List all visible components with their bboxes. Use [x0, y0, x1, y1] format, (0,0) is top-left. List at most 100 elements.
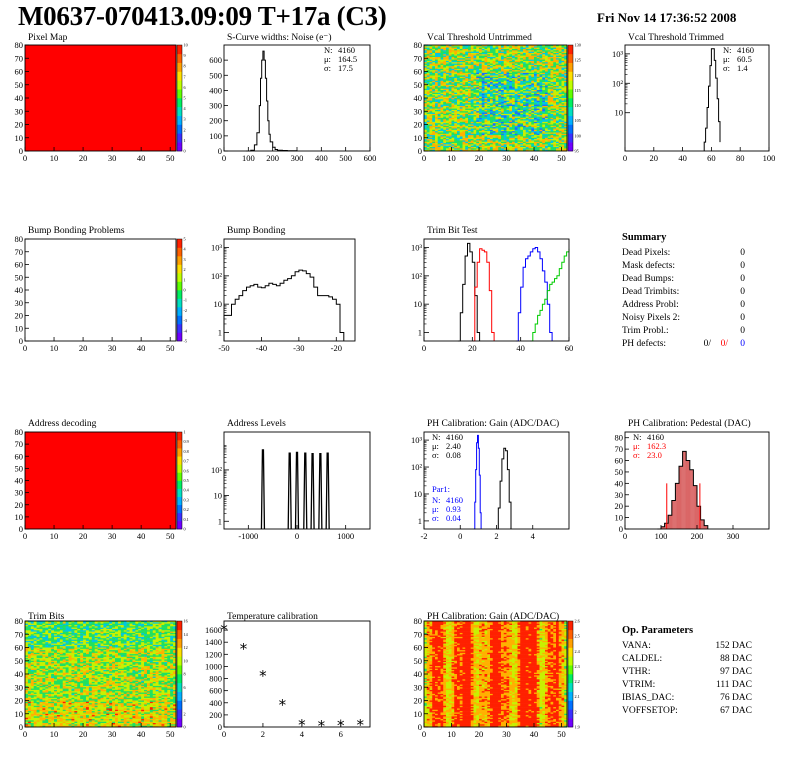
- heatmap-cell: [479, 94, 483, 96]
- heatmap-cell: [457, 46, 461, 48]
- color-scale-step: [177, 452, 182, 457]
- heatmap-cell: [454, 103, 458, 105]
- heatmap-cell: [553, 140, 557, 143]
- heatmap-cell: [465, 137, 469, 140]
- heatmap-cell: [30, 635, 35, 638]
- heatmap-cell: [470, 68, 474, 71]
- heatmap-cell: [429, 119, 433, 121]
- heatmap-cell: [498, 135, 502, 137]
- heatmap-cell: [528, 86, 532, 88]
- heatmap-cell: [517, 75, 521, 78]
- heatmap-cell: [547, 109, 551, 112]
- heatmap-cell: [470, 148, 474, 150]
- stat-label: σ:: [723, 63, 730, 73]
- heatmap-cell: [539, 68, 543, 71]
- heatmap-cell: [517, 104, 521, 107]
- heatmap-cell: [503, 112, 507, 115]
- color-scale-step: [177, 45, 182, 50]
- heatmap-cell: [487, 131, 491, 133]
- heatmap-cell: [435, 50, 439, 52]
- heatmap-cell: [534, 111, 538, 113]
- heatmap-cell: [473, 107, 477, 109]
- heatmap-cell: [501, 48, 505, 51]
- heatmap-cell: [426, 94, 430, 96]
- heatmap-cell: [498, 45, 502, 47]
- heatmap-cell: [528, 59, 532, 62]
- color-scale-step: [177, 243, 182, 248]
- color-scale-label: 0.1: [184, 517, 189, 522]
- heatmap-cell: [459, 127, 463, 129]
- heatmap-cell: [451, 144, 455, 146]
- heatmap-cell: [465, 149, 469, 152]
- heatmap-cell: [534, 79, 538, 82]
- heatmap-cell: [468, 101, 472, 104]
- color-scale-step: [177, 146, 182, 152]
- heatmap-cell: [457, 105, 461, 108]
- heatmap-cell: [448, 112, 452, 115]
- heatmap-cell: [498, 67, 502, 70]
- stat-label: N:: [432, 495, 441, 505]
- heatmap-cell: [547, 133, 551, 136]
- heatmap-cell: [534, 132, 538, 135]
- heatmap-cell: [553, 62, 557, 64]
- color-scale-step: [177, 247, 182, 253]
- heatmap-cell: [457, 100, 461, 103]
- heatmap-cell: [498, 101, 502, 104]
- heatmap-cell: [426, 59, 430, 62]
- heatmap-cell: [468, 94, 472, 96]
- heatmap-cell: [550, 83, 554, 86]
- heatmap-cell: [501, 145, 505, 148]
- heatmap-cell: [27, 667, 32, 669]
- heatmap-cell: [517, 113, 521, 116]
- heatmap-cell: [435, 147, 439, 149]
- heatmap-cell: [476, 100, 480, 103]
- heatmap-cell: [534, 96, 538, 99]
- heatmap-cell: [440, 58, 444, 60]
- heatmap-cell: [437, 148, 441, 150]
- heatmap-cell: [512, 68, 516, 71]
- heatmap-cell: [542, 115, 546, 117]
- heatmap-cell: [25, 697, 29, 700]
- heatmap-cell: [451, 127, 455, 129]
- heatmap-cell: [550, 76, 554, 79]
- heatmap-cell: [528, 144, 532, 146]
- heatmap-cell: [435, 109, 439, 112]
- heatmap-cell: [481, 116, 485, 119]
- heatmap-cell: [479, 117, 483, 120]
- y-tick-label: 30: [615, 490, 624, 500]
- heatmap-cell: [536, 88, 540, 91]
- color-scale-label: 9: [184, 53, 186, 58]
- heatmap-cell: [25, 707, 29, 709]
- heatmap-cell: [542, 123, 546, 125]
- heatmap-cell: [479, 127, 483, 129]
- heatmap-cell: [468, 86, 472, 88]
- y-tick-label: 10: [214, 299, 223, 309]
- heatmap-cell: [558, 82, 562, 84]
- heatmap-cell: [547, 46, 551, 48]
- heatmap-cell: [457, 90, 461, 92]
- heatmap-cell: [451, 125, 455, 128]
- heatmap-cell: [514, 80, 518, 83]
- heatmap-cell: [556, 103, 560, 105]
- heatmap-cell: [536, 87, 540, 90]
- heatmap-cell: [476, 58, 480, 60]
- heatmap-cell: [564, 60, 568, 63]
- heatmap-cell: [465, 111, 469, 113]
- heatmap-cell: [536, 51, 540, 54]
- heatmap-cell: [437, 47, 441, 50]
- heatmap-cell: [561, 70, 565, 72]
- heatmap-cell: [27, 707, 32, 709]
- heatmap-cell: [553, 87, 557, 90]
- heatmap-cell: [25, 627, 29, 630]
- heatmap-cell: [525, 133, 529, 136]
- heatmap-cell: [437, 140, 441, 143]
- heatmap-cell: [448, 99, 452, 101]
- heatmap-cell: [525, 136, 529, 139]
- heatmap-cell: [558, 107, 562, 109]
- heatmap-cell: [539, 78, 543, 80]
- heatmap-cell: [512, 52, 516, 55]
- heatmap-cell: [481, 68, 485, 71]
- heatmap-cell: [429, 136, 433, 139]
- heatmap-cell: [448, 66, 452, 68]
- heatmap-cell: [534, 148, 538, 150]
